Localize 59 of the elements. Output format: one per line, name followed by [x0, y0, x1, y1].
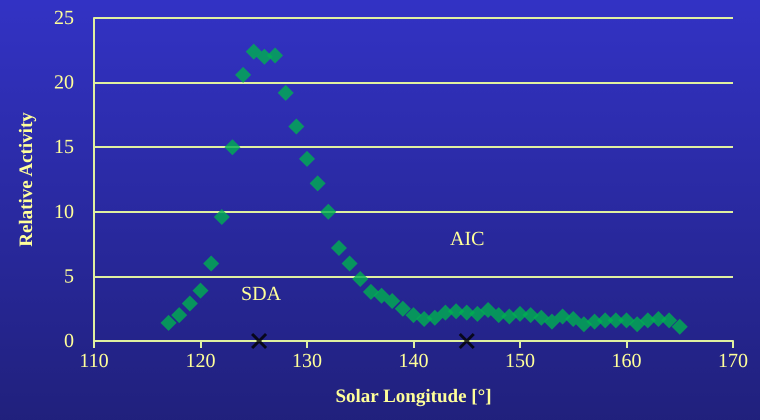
y-tick-label: 20: [54, 72, 74, 94]
point: [278, 84, 294, 101]
point: [501, 308, 518, 324]
y-tick-label: 15: [54, 136, 74, 158]
point: [618, 312, 634, 328]
point: [267, 47, 284, 64]
point: [192, 282, 208, 299]
point: [661, 312, 678, 328]
x-tick-label: 160: [612, 350, 642, 372]
point: [362, 284, 379, 300]
point: [586, 314, 603, 330]
point: [554, 308, 571, 324]
point: [250, 332, 268, 350]
point: [565, 311, 582, 328]
point: [458, 332, 476, 350]
x-tick-label: 170: [718, 350, 748, 372]
point: [342, 255, 358, 272]
x-tick-label: 150: [505, 350, 535, 372]
point: [629, 316, 646, 332]
point: [310, 175, 326, 192]
point: [246, 44, 262, 60]
point: [522, 307, 539, 324]
annotation: AIC: [450, 228, 484, 250]
point: [214, 208, 230, 225]
x-tick-label: 120: [186, 350, 216, 372]
point: [171, 307, 188, 324]
point: [374, 288, 390, 304]
point: [576, 316, 592, 332]
annotation: SDA: [241, 283, 282, 305]
x-tick-label: 130: [292, 350, 322, 372]
point: [299, 150, 315, 167]
y-tick-label: 0: [64, 330, 74, 352]
x-axis-title: Solar Longitude [°]: [335, 386, 492, 407]
x-tick-label: 110: [79, 350, 109, 372]
y-tick-label: 5: [64, 265, 74, 288]
point: [672, 318, 688, 335]
point: [533, 310, 550, 326]
point: [480, 302, 496, 318]
point: [406, 307, 422, 324]
point: [203, 255, 220, 272]
point: [224, 139, 240, 156]
point: [469, 306, 486, 322]
point: [416, 311, 432, 328]
point: [352, 270, 368, 287]
point: [235, 66, 252, 83]
y-axis-title: Relative Activity: [16, 112, 37, 247]
point: [544, 314, 560, 330]
point: [394, 300, 411, 317]
y-tick-label: 25: [54, 7, 74, 29]
point: [288, 118, 304, 135]
point: [160, 314, 177, 331]
point: [448, 303, 464, 320]
point: [384, 292, 400, 309]
point: [330, 240, 347, 256]
point: [182, 296, 198, 312]
y-tick-label: 10: [54, 200, 74, 223]
point: [320, 204, 336, 220]
point: [426, 310, 443, 326]
x-tick-label: 140: [398, 350, 428, 372]
